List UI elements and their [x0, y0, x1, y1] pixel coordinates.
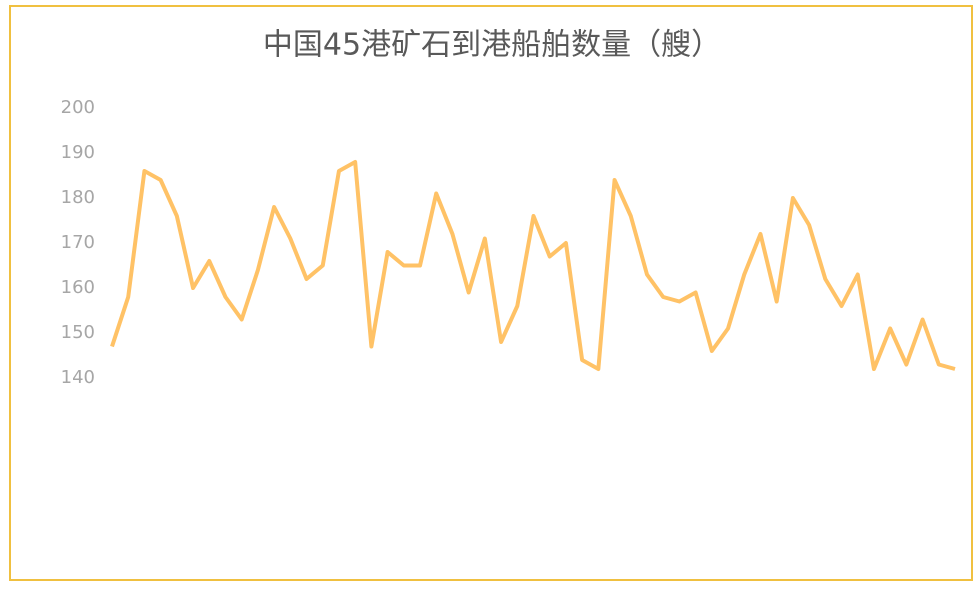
- y-tick-label: 180: [61, 187, 95, 208]
- y-tick-label: 140: [61, 367, 95, 388]
- y-tick-label: 200: [61, 97, 95, 118]
- series-line: [110, 160, 956, 371]
- chart-title: 中国45港矿石到港船舶数量（艘）: [263, 28, 721, 63]
- chart-border: [9, 5, 973, 581]
- y-tick-label: 150: [61, 322, 95, 343]
- y-tick-label: 190: [61, 142, 95, 163]
- y-tick-label: 170: [61, 232, 95, 253]
- y-tick-label: 160: [61, 277, 95, 298]
